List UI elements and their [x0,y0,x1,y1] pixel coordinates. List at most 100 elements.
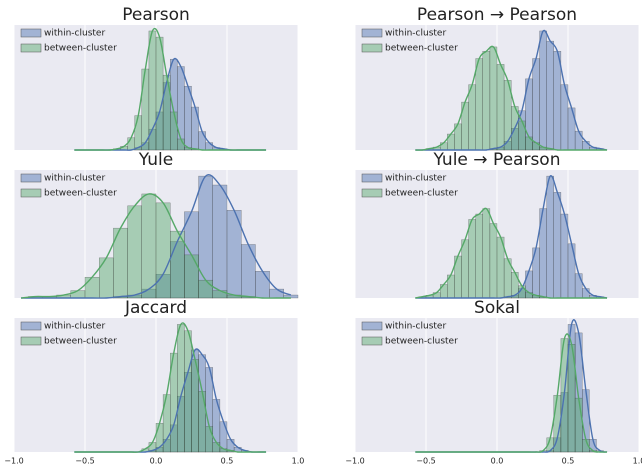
kde-line [415,29,608,151]
panel-title: Jaccard [124,298,187,318]
x-tick-label: 0.0 [491,457,504,466]
histogram-bar [205,426,213,453]
histogram-bar [212,290,228,299]
histogram-bar [184,254,199,299]
kde-line [415,175,608,299]
histogram-bar [205,142,213,151]
panel-title: Sokal [474,298,520,318]
histogram-bar [574,397,583,453]
legend-swatch [361,28,383,38]
histogram-bar [546,175,555,299]
histogram-bar [84,276,100,299]
histogram-bar [468,84,476,151]
histogram-bar [169,111,178,151]
legend-swatch [20,336,42,346]
x-tick-label: 0.5 [562,457,575,466]
histogram-bar [482,208,491,299]
histogram-bar [198,279,214,299]
x-tick-label: −0.5 [416,457,435,466]
x-tick-label: 0.5 [221,457,234,466]
histogram-bar [184,330,192,453]
panel: Pearson within-cluster between-cluster [13,5,299,151]
panel-title: Yule [138,150,173,170]
histogram-bar [212,184,228,299]
x-tick-label: −1.0 [4,457,23,466]
panel: Yule → Pearson within-cluster between-clus… [354,150,640,299]
histogram-bar [70,290,86,299]
histogram-bar [148,30,157,151]
legend-swatch [20,43,42,53]
histogram-bar [269,288,285,299]
legend-swatch [361,43,383,53]
kde-line [415,207,608,299]
legend-swatch [20,173,42,183]
histogram-bar [532,58,540,151]
panel-title: Pearson [122,5,190,25]
panel: Yule within-cluster between-cluster [13,150,299,299]
kde-line [21,174,292,299]
histogram-bar [496,64,505,151]
x-tick-label: −1.0 [345,457,364,466]
legend-label: between-cluster [44,44,117,54]
legend-swatch [20,321,42,331]
histogram-bar [155,202,171,299]
histogram-bar [212,442,221,453]
x-tick-label: −0.5 [75,457,94,466]
kde-line [74,322,267,453]
panel: −1.0 −0.5 0.0 0.5 1.0 Sokal within-cluster betw… [345,298,642,466]
panel: −1.0 −0.5 0.0 0.5 1.0 Jaccard within-cluster be… [4,298,304,466]
legend-label: between-cluster [385,337,458,347]
x-tick-label: 0.0 [150,457,163,466]
legend-swatch [20,188,42,198]
histogram-bar [461,239,469,299]
kde-line [21,193,291,299]
histogram-bar [482,51,491,151]
x-tick-label: 1.0 [292,457,305,466]
legend-swatch [361,336,383,346]
histogram-bar [539,30,547,151]
histogram-bar [475,58,484,151]
histogram-bar [468,219,476,299]
histogram-bar [240,244,256,299]
histogram-bar [582,288,590,299]
x-tick-label: 1.0 [633,457,642,466]
histogram-bar [489,223,498,299]
histogram-bar [475,213,484,299]
legend-label: within-cluster [44,322,105,332]
panel: Pearson → Pearson within-cluster between-c… [354,5,640,151]
histogram-bar [184,85,192,151]
histogram-bar [574,130,583,151]
panel-title: Yule → Pearson [433,150,561,170]
legend-label: between-cluster [385,189,458,199]
histogram-bar [141,193,157,299]
histogram-bar [546,40,555,151]
legend-label: within-cluster [44,29,105,39]
histogram-bar [198,131,206,151]
legend-label: between-cluster [44,189,117,199]
legend-swatch [361,173,383,183]
histogram-bar [98,257,114,299]
histogram-bar [574,273,583,299]
legend-label: between-cluster [44,337,117,347]
legend-swatch [20,28,42,38]
legend-label: within-cluster [385,29,446,39]
legend-swatch [361,321,383,331]
legend-label: within-cluster [44,174,105,184]
legend-swatch [361,188,383,198]
histogram-bar [155,36,164,151]
histogram-bar [255,271,270,299]
histogram-bar [553,192,562,299]
kde-line [415,45,608,151]
histogram-bar [134,115,142,151]
legend-label: within-cluster [385,174,446,184]
histogram-bar [553,51,562,151]
legend-label: within-cluster [385,322,446,332]
histogram-bar [127,205,142,299]
histogram-bar [489,46,498,151]
histogram-bar [440,142,448,151]
panel-title: Pearson → Pearson [417,5,577,25]
kde-line [74,27,267,151]
histogram-bar [127,137,135,151]
histogram-bar [582,141,590,151]
